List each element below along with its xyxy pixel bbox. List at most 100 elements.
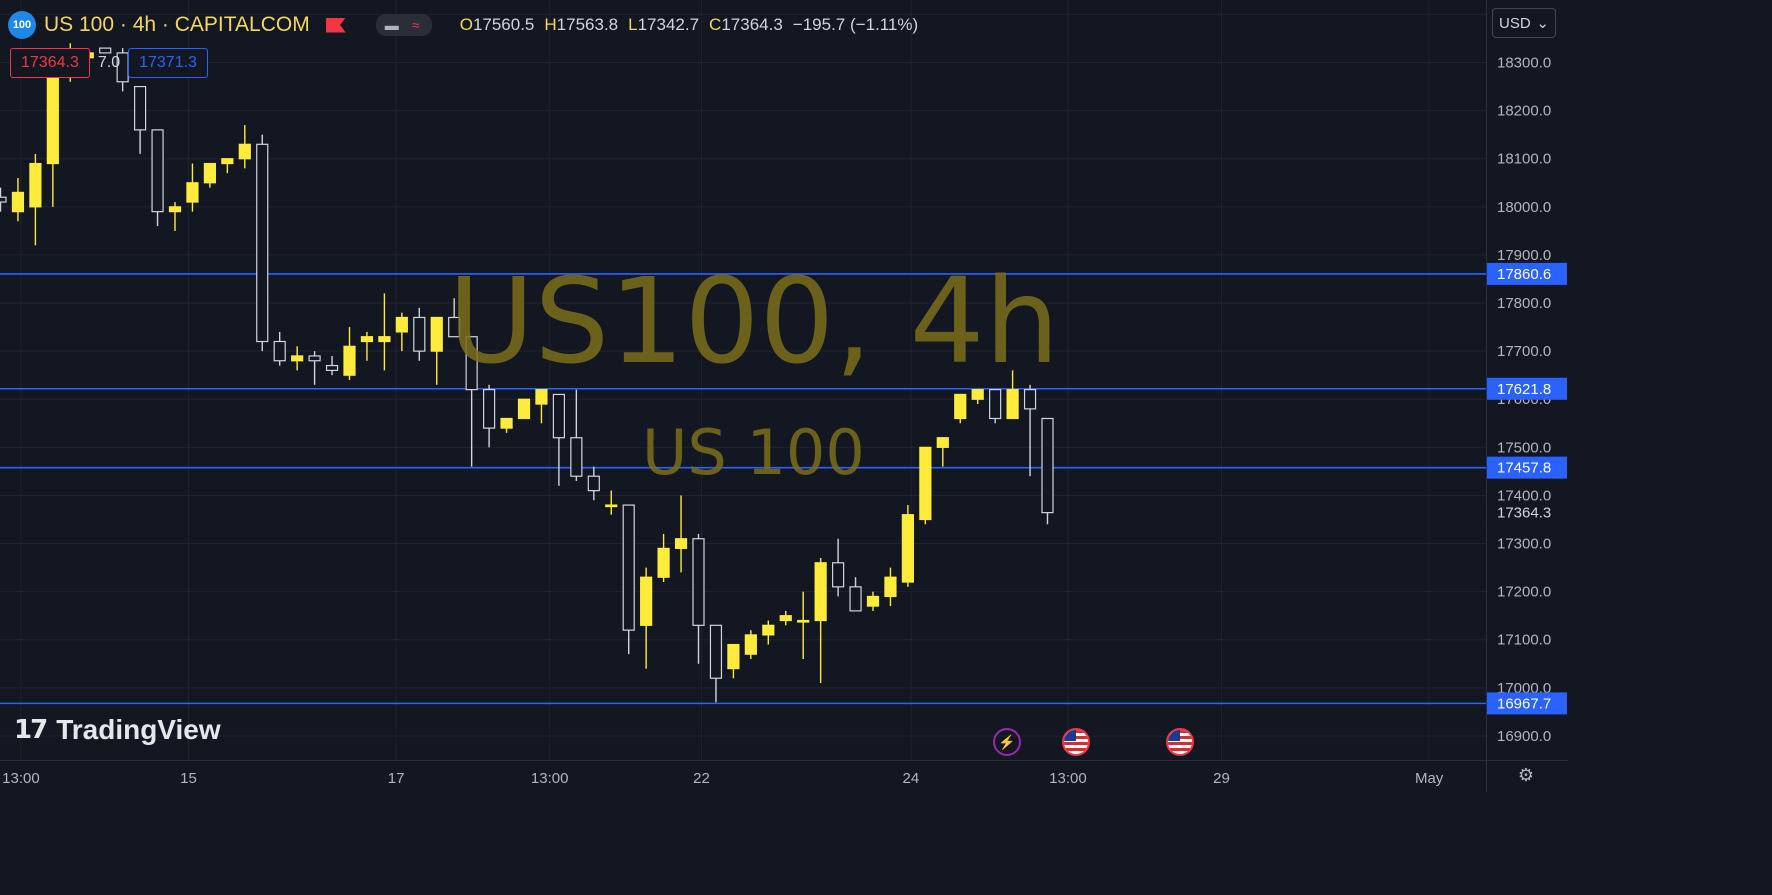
level-price-label: 17457.8 bbox=[1497, 460, 1551, 477]
candle[interactable] bbox=[99, 47, 112, 54]
minus-icon[interactable]: ▬ bbox=[384, 17, 399, 33]
candle[interactable] bbox=[797, 591, 810, 659]
candle[interactable] bbox=[727, 643, 740, 679]
candle[interactable] bbox=[884, 567, 897, 607]
candle[interactable] bbox=[221, 158, 234, 174]
candle[interactable] bbox=[674, 495, 688, 573]
candle[interactable] bbox=[134, 85, 147, 154]
last-price-tag bbox=[1487, 501, 1567, 524]
price-tick-label: 18000.0 bbox=[1497, 199, 1551, 216]
ohlc-values: O17560.5 H17563.8 L17342.7 C17364.3 −195… bbox=[460, 15, 918, 35]
buy-price-button[interactable]: 17371.3 bbox=[128, 48, 208, 78]
candle[interactable] bbox=[709, 624, 723, 703]
us-flag-event-icon[interactable] bbox=[1062, 728, 1090, 756]
candle[interactable] bbox=[203, 162, 216, 188]
candle[interactable] bbox=[971, 389, 984, 405]
candle-body bbox=[971, 389, 984, 400]
candle[interactable] bbox=[238, 125, 251, 169]
candle[interactable] bbox=[360, 331, 374, 361]
high-label: H bbox=[544, 15, 557, 34]
candle[interactable] bbox=[692, 533, 705, 664]
candle[interactable] bbox=[46, 72, 59, 207]
candle[interactable] bbox=[378, 293, 391, 371]
candle[interactable] bbox=[273, 331, 286, 366]
candle-body bbox=[692, 538, 705, 626]
candle-body bbox=[325, 364, 339, 371]
price-tick-label: 17800.0 bbox=[1497, 295, 1551, 312]
candle[interactable] bbox=[186, 163, 199, 212]
candle-body bbox=[709, 624, 723, 679]
candle-body bbox=[674, 538, 688, 549]
symbol-title[interactable]: US 100 · 4h · CAPITALCOM bbox=[44, 13, 310, 36]
time-tick-label: 24 bbox=[903, 770, 920, 787]
candle-body bbox=[535, 389, 548, 405]
close-label: C bbox=[709, 15, 722, 34]
candle[interactable] bbox=[1041, 417, 1054, 525]
candle[interactable] bbox=[483, 384, 496, 448]
flag-icon[interactable] bbox=[325, 17, 346, 33]
candle[interactable] bbox=[1006, 370, 1019, 420]
candle[interactable] bbox=[29, 153, 42, 246]
candle[interactable] bbox=[622, 504, 635, 655]
candle[interactable] bbox=[1023, 384, 1037, 477]
spread-value: 7.0 bbox=[97, 54, 121, 71]
candle[interactable] bbox=[517, 398, 531, 420]
candle[interactable] bbox=[465, 336, 478, 467]
candle[interactable] bbox=[343, 327, 356, 380]
candle-body bbox=[134, 85, 147, 131]
candle[interactable] bbox=[849, 577, 862, 612]
candle[interactable] bbox=[325, 355, 339, 376]
candle[interactable] bbox=[570, 389, 583, 482]
candle-body bbox=[552, 393, 566, 439]
candle[interactable] bbox=[640, 567, 653, 669]
price-tick-label: 18200.0 bbox=[1497, 103, 1551, 120]
chart-mode-toggle[interactable]: ▬ ≈ bbox=[375, 14, 432, 36]
candle[interactable] bbox=[901, 505, 915, 587]
settings-icon[interactable]: ⚙ bbox=[1517, 764, 1535, 785]
candle[interactable] bbox=[168, 202, 182, 231]
candle-body bbox=[779, 615, 792, 622]
wave-icon[interactable]: ≈ bbox=[411, 17, 420, 33]
candle[interactable] bbox=[866, 591, 880, 611]
sell-price-button[interactable]: 17364.3 bbox=[10, 48, 90, 78]
price-tick-label: 17700.0 bbox=[1497, 343, 1551, 360]
candle[interactable] bbox=[779, 610, 792, 626]
candle[interactable] bbox=[954, 393, 967, 424]
candle[interactable] bbox=[256, 134, 269, 352]
candle-body bbox=[203, 162, 216, 184]
tradingview-logo[interactable]: 17 TradingView bbox=[14, 714, 221, 746]
candle[interactable] bbox=[395, 312, 408, 352]
candle[interactable] bbox=[0, 187, 7, 212]
candle[interactable] bbox=[500, 417, 513, 433]
candle[interactable] bbox=[291, 346, 304, 371]
us-flag-event-icon[interactable] bbox=[1166, 728, 1194, 756]
currency-select[interactable]: USD ⌄ bbox=[1492, 8, 1556, 38]
candle[interactable] bbox=[831, 538, 845, 597]
candle[interactable] bbox=[552, 393, 566, 486]
candle[interactable] bbox=[605, 490, 618, 515]
candle[interactable] bbox=[413, 307, 426, 361]
candle[interactable] bbox=[587, 466, 600, 501]
candle[interactable] bbox=[308, 351, 321, 385]
candle-body bbox=[186, 182, 199, 203]
candle[interactable] bbox=[762, 620, 775, 645]
candle[interactable] bbox=[919, 446, 932, 525]
candle[interactable] bbox=[657, 533, 670, 583]
candle-body bbox=[221, 158, 234, 165]
candle[interactable] bbox=[448, 298, 461, 338]
candle[interactable] bbox=[11, 177, 25, 222]
candle-body bbox=[29, 162, 42, 208]
lightning-event-icon[interactable]: ⚡ bbox=[993, 728, 1021, 756]
candle-body bbox=[831, 562, 845, 588]
candle[interactable] bbox=[430, 316, 443, 385]
candle-body bbox=[343, 345, 356, 376]
price-axis: 16900.017000.017100.017200.017300.017400… bbox=[1486, 0, 1568, 792]
candle[interactable] bbox=[936, 437, 949, 467]
price-tick-label: 17500.0 bbox=[1497, 439, 1551, 456]
candle[interactable] bbox=[989, 389, 1002, 424]
candle[interactable] bbox=[814, 557, 827, 684]
candle[interactable] bbox=[744, 630, 757, 659]
candle[interactable] bbox=[535, 389, 548, 424]
candle[interactable] bbox=[151, 129, 164, 227]
